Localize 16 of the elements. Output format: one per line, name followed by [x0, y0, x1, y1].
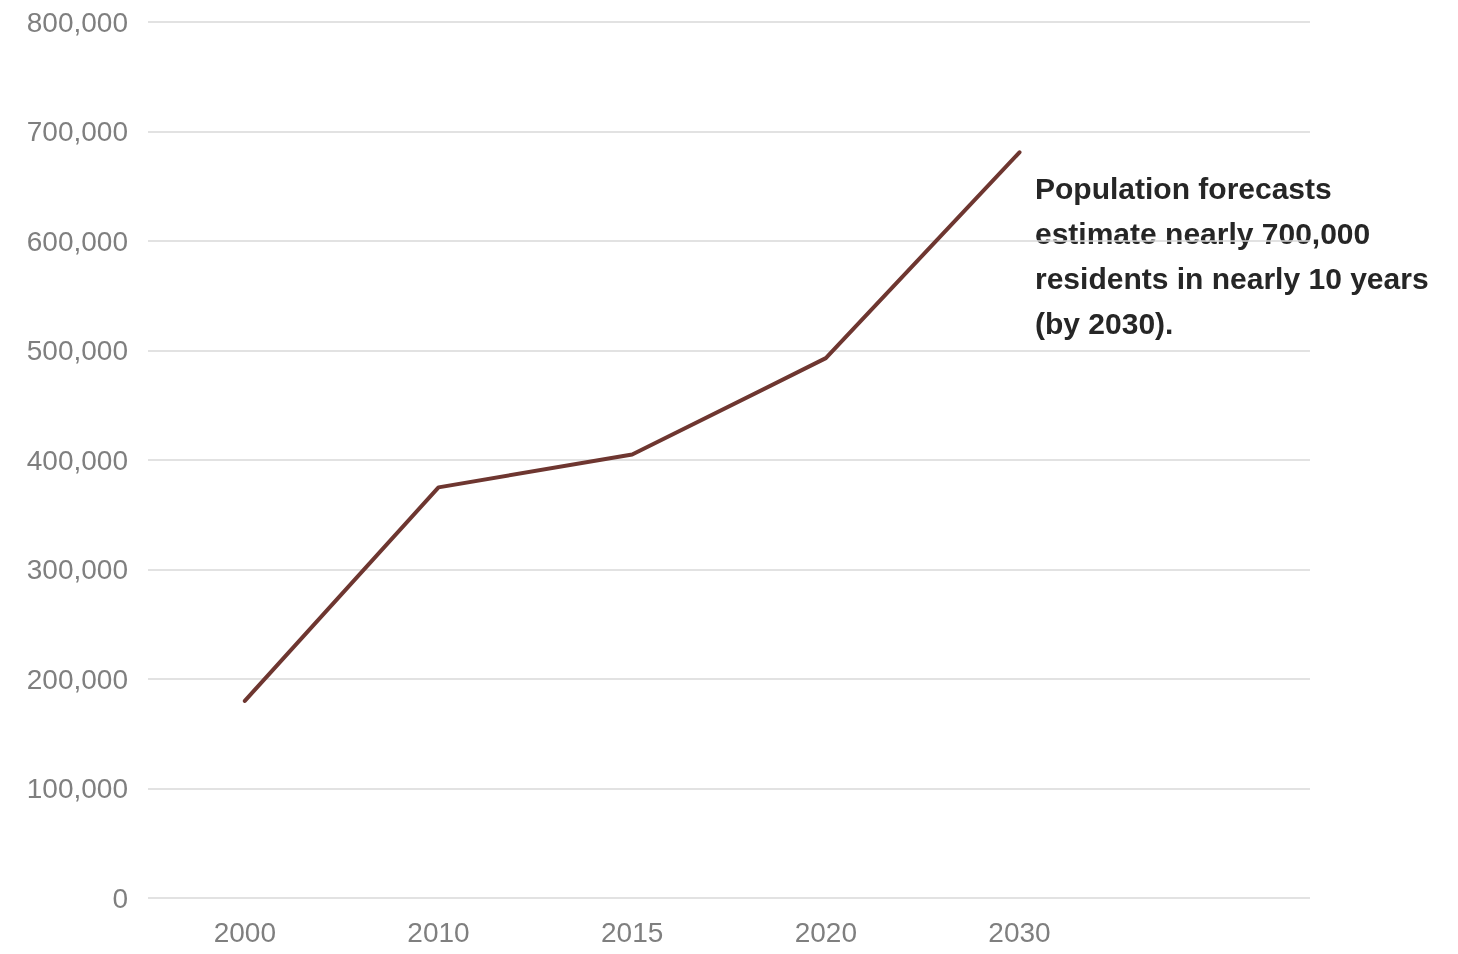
line-series — [242, 150, 1022, 703]
y-tick-label: 800,000 — [26, 6, 128, 38]
annotation: Population forecasts estimate nearly 700,000 residents in nearly 10 years (by 2030). — [1035, 172, 1437, 340]
y-tick-label: 700,000 — [26, 116, 128, 147]
y-tick-label: 300,000 — [26, 554, 128, 585]
x-tick-label: 2030 — [988, 916, 1051, 948]
x-tick-label: 2000 — [213, 916, 276, 948]
y-tick-label: 400,000 — [26, 444, 128, 476]
y-tick-label: 600,000 — [26, 225, 128, 257]
y-tick-label: 200,000 — [26, 663, 128, 695]
y-tick-label: 100,000 — [26, 773, 128, 804]
x-tick-label: 2010 — [407, 916, 470, 948]
x-tick-label: 2015 — [601, 916, 664, 948]
x-tick-label: 2020 — [794, 916, 857, 948]
y-tick-label: 0 — [112, 882, 128, 914]
y-tick-label: 500,000 — [26, 335, 128, 366]
